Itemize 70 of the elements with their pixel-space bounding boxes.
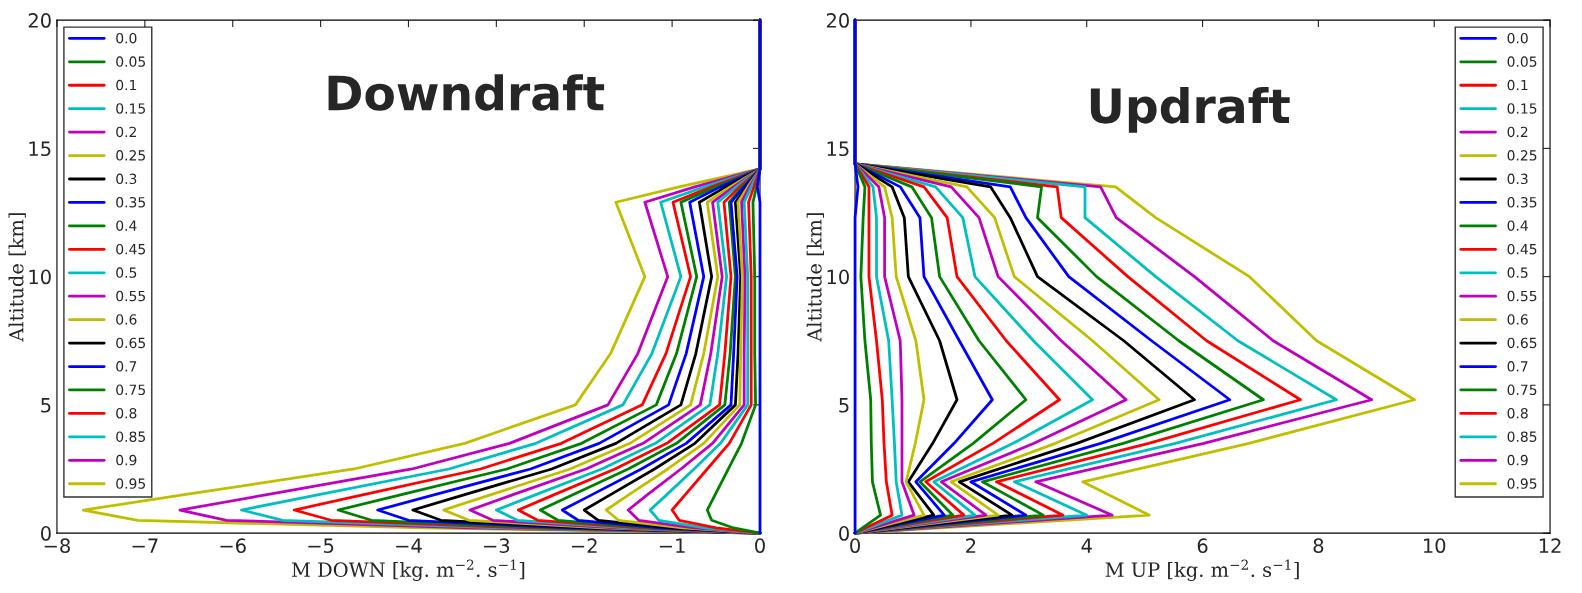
legend-label: 0.95 <box>116 478 145 489</box>
x-tick-label: 4 <box>1081 538 1092 553</box>
legend-label: 0.4 <box>1507 220 1528 231</box>
legend-label: 0.25 <box>116 150 145 161</box>
legend-label: 0.95 <box>1507 478 1537 489</box>
x-tick-label: 0 <box>755 538 765 554</box>
legend-label: 0.45 <box>116 243 145 255</box>
legend-label: 0.55 <box>116 290 145 302</box>
legend-label: 0.6 <box>1507 314 1528 325</box>
y-tick-label: 10 <box>827 269 849 285</box>
legend-label: 0.9 <box>1507 454 1528 466</box>
legend-label: 0.35 <box>116 197 145 208</box>
x-tick-label: 6 <box>1197 538 1208 554</box>
legend-label: 0.75 <box>116 384 145 396</box>
y-tick-label: 0 <box>839 526 849 541</box>
legend-label: 0.8 <box>1507 407 1528 419</box>
text: Downdraft <box>328 74 605 111</box>
x-tick-label: −3 <box>484 538 510 554</box>
x-tick-label: −1 <box>659 538 685 553</box>
legend-label: 0.35 <box>1507 197 1537 208</box>
text: Updraft <box>1090 87 1290 133</box>
legend-label: 0.9 <box>116 454 137 466</box>
legend-label: 0.45 <box>1507 243 1537 255</box>
x-tick-label: −6 <box>220 538 246 554</box>
legend-label: 0.2 <box>1507 126 1528 138</box>
legend-label: 0.75 <box>1507 384 1537 396</box>
x-tick-label: −7 <box>132 538 158 553</box>
legend-label: 0.05 <box>1507 56 1537 67</box>
x-tick-label: 10 <box>1423 538 1446 554</box>
y-axis-title: Altitude [km] <box>806 213 824 342</box>
legend-label: 0.2 <box>116 126 136 138</box>
legend-label: 0.5 <box>1507 267 1528 278</box>
x-axis-title: M UP [kg. m$^{−2}$. s$^{−1}$] <box>1105 559 1299 582</box>
legend-label: 0.5 <box>116 267 137 278</box>
x-tick-label: −2 <box>571 538 597 553</box>
x-tick-label: −5 <box>308 538 334 554</box>
legend-label: 0.05 <box>116 56 145 67</box>
legend-label: 0.0 <box>1507 32 1528 44</box>
legend-label: 0.6 <box>116 314 137 325</box>
legend-label: 0.3 <box>1507 173 1528 185</box>
legend-label: 0.1 <box>1507 79 1528 91</box>
legend-label: 0.7 <box>1507 361 1528 372</box>
legend-label: 0.15 <box>116 103 145 114</box>
legend-label: 0.65 <box>116 337 145 349</box>
y-axis-title: Altitude [km] <box>8 213 26 342</box>
legend-label: 0.8 <box>116 407 137 419</box>
x-tick-label: 8 <box>1313 538 1324 554</box>
x-tick-label: −4 <box>396 538 422 553</box>
legend-label: 0.85 <box>116 431 145 442</box>
y-tick-label: 15 <box>29 141 51 157</box>
y-tick-label: 5 <box>839 398 849 413</box>
y-tick-label: 5 <box>41 398 51 413</box>
y-tick-label: 20 <box>826 13 849 28</box>
y-tick-label: 10 <box>29 269 51 285</box>
y-tick-label: 20 <box>28 13 51 28</box>
legend-label: 0.25 <box>1507 150 1537 161</box>
legend-label: 0.65 <box>1507 337 1537 349</box>
legend-label: 0.0 <box>116 32 137 44</box>
x-tick-label: 12 <box>1539 538 1561 553</box>
x-tick-label: 0 <box>850 538 860 554</box>
legend-label: 0.85 <box>1507 431 1537 442</box>
y-tick-label: 15 <box>827 141 849 157</box>
legend-label: 0.1 <box>116 79 137 91</box>
x-tick-label: 2 <box>966 538 976 553</box>
x-axis-title: M DOWN [kg. m$^{−2}$. s$^{−1}$] <box>292 559 525 582</box>
legend-label: 0.15 <box>1507 103 1537 114</box>
legend-label: 0.4 <box>116 220 137 231</box>
legend-label: 0.3 <box>116 173 137 185</box>
legend-label: 0.55 <box>1507 290 1537 302</box>
legend-label: 0.7 <box>116 361 137 372</box>
